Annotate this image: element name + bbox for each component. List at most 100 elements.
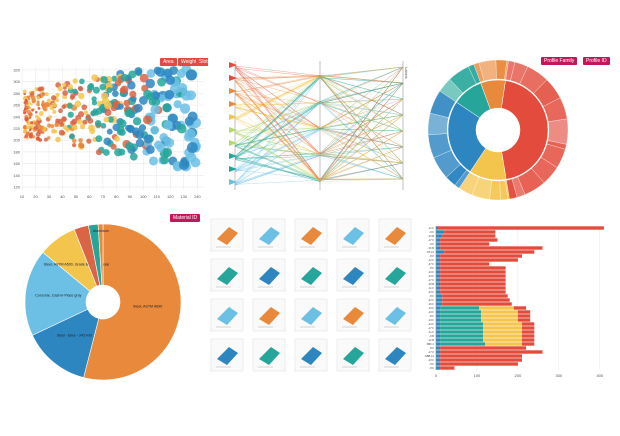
scatter-point xyxy=(72,88,78,95)
thumbnail-shape xyxy=(217,347,238,365)
scatter-point xyxy=(43,137,48,142)
scatter-point xyxy=(58,129,65,136)
x-tick-label: 0 xyxy=(435,373,438,378)
bar-segment xyxy=(483,338,522,342)
thumbnail-grid xyxy=(210,218,412,372)
scatter-point xyxy=(40,102,46,107)
parallel-coordinates-panel: Labels xyxy=(225,55,415,195)
bar-segment xyxy=(440,286,506,290)
scatter-point xyxy=(29,113,33,117)
scatter-point xyxy=(154,140,163,150)
thumbnail xyxy=(378,338,412,372)
scatter-point xyxy=(36,96,41,100)
scatter-point xyxy=(27,101,31,105)
category-label: SBF-1 xyxy=(427,342,435,346)
scatter-point xyxy=(164,89,175,100)
control-profile-family[interactable]: Profile Family xyxy=(541,57,578,65)
scatter-point xyxy=(77,118,83,125)
thumbnail-shape xyxy=(301,227,322,245)
y-tick-label: 260 xyxy=(13,103,20,108)
bar-segment xyxy=(440,278,506,282)
scatter-point xyxy=(163,68,173,78)
category-label: OT-12 xyxy=(427,250,435,254)
x-tick-label: 20 xyxy=(33,194,38,199)
category-label: -13 F xyxy=(428,318,434,322)
y-tick-label: 280 xyxy=(13,91,20,96)
thumbnail-shape xyxy=(259,307,280,325)
parallel-line xyxy=(234,129,404,173)
scatter-point xyxy=(79,123,86,130)
control-material-id[interactable]: Material ID xyxy=(170,214,201,222)
bar-segment xyxy=(442,234,496,238)
scatter-point xyxy=(138,96,148,105)
y-tick-label: 220 xyxy=(13,126,20,131)
thumbnail xyxy=(336,298,370,332)
control-area[interactable]: Area xyxy=(160,58,177,66)
scatter-point xyxy=(67,84,74,90)
axis-marker xyxy=(229,166,237,172)
scatter-point xyxy=(51,128,56,134)
scatter-point xyxy=(143,115,152,125)
scatter-point xyxy=(46,102,51,107)
parallel-line xyxy=(234,77,404,158)
x-tick-label: 200 xyxy=(515,373,522,378)
thumbnail-shape xyxy=(385,347,406,365)
scatter-point xyxy=(148,156,158,166)
scatter-point xyxy=(155,67,166,77)
donut-slice-label: Aluminum xyxy=(93,229,109,233)
category-label: -10 F xyxy=(428,358,434,362)
y-tick-label: 140 xyxy=(13,173,20,178)
scatter-point xyxy=(52,110,57,114)
scatter-point xyxy=(87,118,94,124)
scatter-point xyxy=(26,107,29,110)
scatter-point xyxy=(70,120,76,126)
scatter-point xyxy=(71,143,77,148)
bar-segment xyxy=(436,262,441,266)
category-label: -16 F xyxy=(428,302,434,306)
scatter-point xyxy=(143,134,153,144)
x-tick-label: 70 xyxy=(101,194,106,199)
bar-segment xyxy=(481,318,518,322)
thumbnail-shape xyxy=(385,307,406,325)
bar-segment xyxy=(436,314,441,318)
scatter-point xyxy=(173,100,182,109)
axis-marker xyxy=(229,62,237,68)
scatter-point xyxy=(46,136,51,140)
scatter-point xyxy=(23,129,27,134)
scatter-point xyxy=(150,125,160,135)
scatter-point xyxy=(38,111,44,116)
category-label: -13 F xyxy=(428,290,434,294)
bar-segment xyxy=(436,274,441,278)
parallel-line xyxy=(234,102,404,148)
bar-segment xyxy=(481,310,518,314)
category-label: -11 F xyxy=(428,286,434,290)
parallel-line xyxy=(234,66,404,130)
category-label: -8 F xyxy=(429,314,434,318)
thumbnail-shape xyxy=(217,307,238,325)
bar-segment xyxy=(483,334,522,338)
parallel-line xyxy=(234,107,404,128)
sunburst-outer-segment xyxy=(504,60,509,80)
parallel-line xyxy=(234,76,404,186)
thumbnail-shape xyxy=(301,267,322,285)
control-profile-id[interactable]: Profile ID xyxy=(583,57,610,65)
bar-segment xyxy=(436,346,441,350)
bar-segment xyxy=(522,322,535,326)
bar-segment xyxy=(440,366,455,370)
thumbnail-shape xyxy=(259,347,280,365)
category-label: -10 F xyxy=(428,274,434,278)
scatter-point xyxy=(55,92,60,97)
bar-segment xyxy=(436,290,441,294)
scatter-point xyxy=(28,106,32,110)
control-slots[interactable]: Slots xyxy=(196,58,208,66)
bar-segment xyxy=(436,318,441,322)
category-label: -9 F xyxy=(429,242,434,246)
bar-segment xyxy=(440,310,482,314)
control-weight[interactable]: Weight xyxy=(178,58,200,66)
scatter-point xyxy=(110,143,117,150)
sunburst-inner-segment xyxy=(480,79,506,110)
bar-segment xyxy=(522,338,535,342)
parallel-line xyxy=(234,133,404,164)
thumbnail-shape xyxy=(217,267,238,285)
bar-segment xyxy=(440,330,484,334)
